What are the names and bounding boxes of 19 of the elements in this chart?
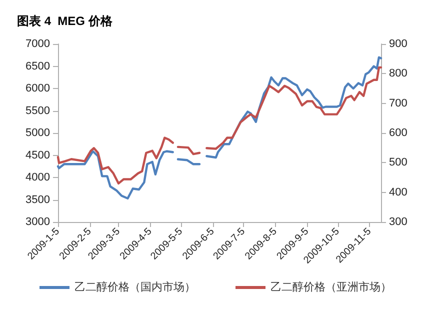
y-tick-label: 5500 bbox=[26, 104, 50, 117]
y2-tick-label: 500 bbox=[389, 156, 408, 169]
chart-title: 图表 4 MEG 价格 bbox=[17, 14, 114, 28]
y2-tick-label: 900 bbox=[389, 38, 408, 50]
legend-label: 乙二醇价格（国内市场） bbox=[74, 280, 196, 294]
y2-tick-label: 400 bbox=[389, 186, 408, 198]
y2-tick-label: 700 bbox=[389, 97, 408, 110]
y-tick-label: 6500 bbox=[26, 60, 50, 72]
y-tick-label: 3500 bbox=[26, 194, 50, 206]
y-tick-label: 6000 bbox=[26, 82, 50, 94]
legend-label: 乙二醇价格（亚洲市场） bbox=[270, 280, 392, 294]
y-tick-label: 4000 bbox=[26, 172, 50, 184]
y-tick-label: 3000 bbox=[26, 216, 50, 228]
y-tick-label: 7000 bbox=[26, 38, 50, 50]
y2-tick-label: 600 bbox=[389, 127, 408, 139]
y2-tick-label: 300 bbox=[389, 216, 408, 228]
y-tick-label: 4500 bbox=[26, 149, 50, 162]
y2-tick-label: 800 bbox=[389, 68, 408, 80]
y-tick-label: 5000 bbox=[26, 127, 50, 139]
